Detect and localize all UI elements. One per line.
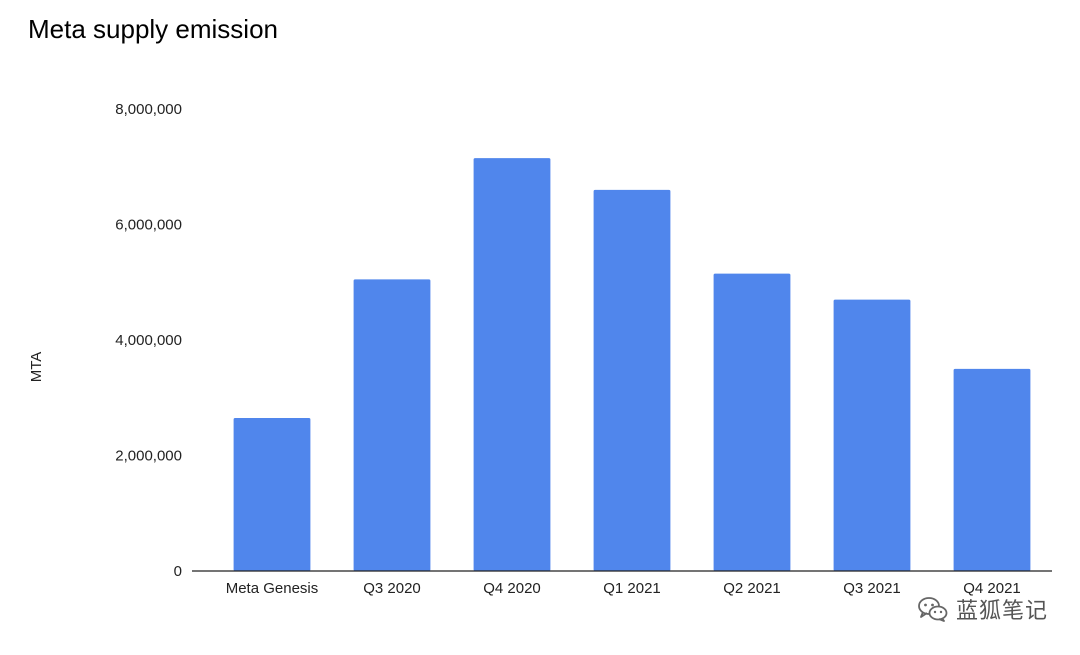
y-axis-title: MTA <box>28 352 45 383</box>
x-tick-label: Q3 2020 <box>363 580 421 597</box>
y-tick-label: 2,000,000 <box>115 448 182 465</box>
bar <box>233 417 311 571</box>
bar <box>953 368 1031 571</box>
bars <box>233 158 1031 571</box>
x-tick-label: Meta Genesis <box>226 580 319 597</box>
y-tick-label: 4,000,000 <box>115 332 182 349</box>
bar <box>833 299 911 571</box>
watermark-text: 蓝狐笔记 <box>955 599 1048 624</box>
bar <box>593 189 671 571</box>
chart-title: Meta supply emission <box>28 14 278 44</box>
bar <box>473 158 551 571</box>
y-tick-label: 0 <box>174 563 182 580</box>
bar <box>713 273 791 571</box>
x-tick-label: Q2 2021 <box>723 580 781 597</box>
x-tick-label: Q4 2020 <box>483 580 541 597</box>
wechat-icon <box>918 597 948 622</box>
y-axis-ticks: 0 2,000,000 4,000,000 6,000,000 8,000,000 <box>115 101 182 580</box>
bar <box>353 279 431 571</box>
x-tick-label: Q1 2021 <box>603 580 661 597</box>
y-tick-label: 6,000,000 <box>115 217 182 234</box>
x-tick-label: Q4 2021 <box>963 580 1021 597</box>
y-tick-label: 8,000,000 <box>115 101 182 118</box>
watermark: 蓝狐笔记 <box>918 593 1048 625</box>
y-axis-title-group: MTA <box>28 352 45 383</box>
x-axis-ticks: Meta Genesis Q3 2020 Q4 2020 Q1 2021 Q2 2021… <box>226 580 1021 597</box>
x-tick-label: Q3 2021 <box>843 580 901 597</box>
